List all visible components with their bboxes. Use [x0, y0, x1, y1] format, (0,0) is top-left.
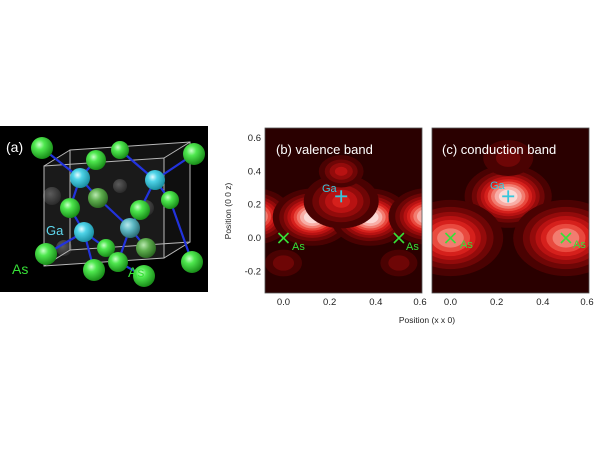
y-tick-label: 0.0: [248, 233, 261, 244]
back-atom: [56, 240, 72, 256]
y-tick-label: 0.4: [248, 166, 261, 177]
as-atom: [133, 265, 155, 287]
y-tick-label: 0.6: [248, 133, 261, 144]
back-atom: [113, 179, 127, 193]
x-axis-title: Position (x x 0): [399, 315, 455, 325]
as-site-label: As: [406, 241, 419, 253]
ga-atom: [120, 218, 140, 238]
as-atom: [181, 251, 203, 273]
y-axis: 0.6 0.4 0.2 0.0 -0.2: [245, 133, 261, 277]
y-tick-label: 0.2: [248, 200, 261, 211]
conduction-band-panel: (c) conduction band Ga As As 0.0 0.2 0.4 0.…: [431, 127, 594, 308]
back-atom: [43, 187, 61, 205]
valence-band-panel: (b) valence band Ga As As 0.6 0.4 0.2 0.0 -0…: [243, 127, 427, 308]
site-markers: [277, 190, 405, 244]
ga-atom-label: Ga: [46, 223, 64, 238]
as-atom: [111, 141, 129, 159]
density-contour: [416, 209, 422, 223]
ga-site-label: Ga: [322, 183, 338, 195]
as-site-marker: [277, 232, 290, 244]
x-tick-label: 0.2: [490, 297, 503, 308]
plot-frame: [431, 127, 590, 294]
ga-site-label: Ga: [490, 180, 506, 192]
x-tick-label: 0.4: [536, 297, 549, 308]
as-atom: [60, 198, 80, 218]
density-contour: [265, 206, 272, 227]
panel-c-label: (c) conduction band: [442, 142, 556, 157]
x-tick-label: 0.6: [413, 297, 426, 308]
as-atom: [108, 252, 128, 272]
as-atom: [88, 188, 108, 208]
as-atom: [31, 137, 53, 159]
x-tick-label: 0.6: [580, 297, 593, 308]
as-atom: [86, 150, 106, 170]
x-axis: 0.0 0.2 0.4 0.6: [444, 297, 594, 308]
crystal-structure-panel: (a) Ga As As: [0, 126, 208, 292]
x-tick-label: 0.0: [444, 297, 457, 308]
as-atom: [161, 191, 179, 209]
as-site-label: As: [573, 239, 586, 251]
ga-atom: [74, 222, 94, 242]
as-atom: [183, 143, 205, 165]
panel-b-label: (b) valence band: [276, 142, 373, 157]
as-atom-label: As: [128, 264, 144, 280]
density-contour: [247, 212, 259, 221]
as-atom: [83, 259, 105, 281]
density-contour: [495, 149, 521, 167]
density-contour: [272, 255, 295, 271]
as-atom: [136, 238, 156, 258]
as-site-label: As: [292, 241, 305, 253]
y-axis-title: Position (0 0 z): [223, 182, 233, 239]
as-atom-label: As: [12, 261, 28, 277]
as-atom: [130, 200, 150, 220]
as-atom: [35, 243, 57, 265]
as-site-marker: [393, 232, 405, 244]
x-tick-label: 0.2: [323, 297, 336, 308]
plot-frame: [264, 127, 423, 294]
density-contour: [265, 210, 268, 223]
x-axis: 0.0 0.2 0.4 0.6: [277, 297, 427, 308]
y-tick-label: -0.2: [245, 266, 261, 277]
ga-atom: [70, 168, 90, 188]
x-tick-label: 0.0: [277, 297, 290, 308]
as-site-label: As: [460, 239, 473, 251]
as-site-marker: [560, 232, 572, 244]
as-site-marker: [444, 232, 457, 244]
site-markers: [444, 190, 572, 244]
density-contour: [243, 209, 265, 225]
panel-a-label: (a): [6, 139, 23, 155]
ga-atom: [145, 170, 165, 190]
x-tick-label: 0.4: [369, 297, 382, 308]
density-contour: [334, 166, 348, 176]
charge-density-map: [432, 139, 589, 277]
density-contour: [388, 255, 410, 271]
as-atom: [97, 239, 115, 257]
